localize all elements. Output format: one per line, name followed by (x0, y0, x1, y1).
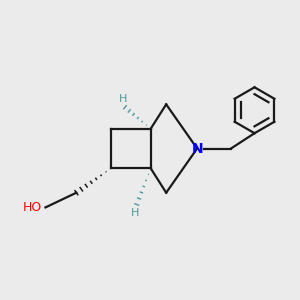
Text: H: H (119, 94, 128, 104)
Text: N: N (191, 142, 203, 155)
Text: H: H (131, 208, 140, 218)
Text: HO: HO (23, 201, 42, 214)
